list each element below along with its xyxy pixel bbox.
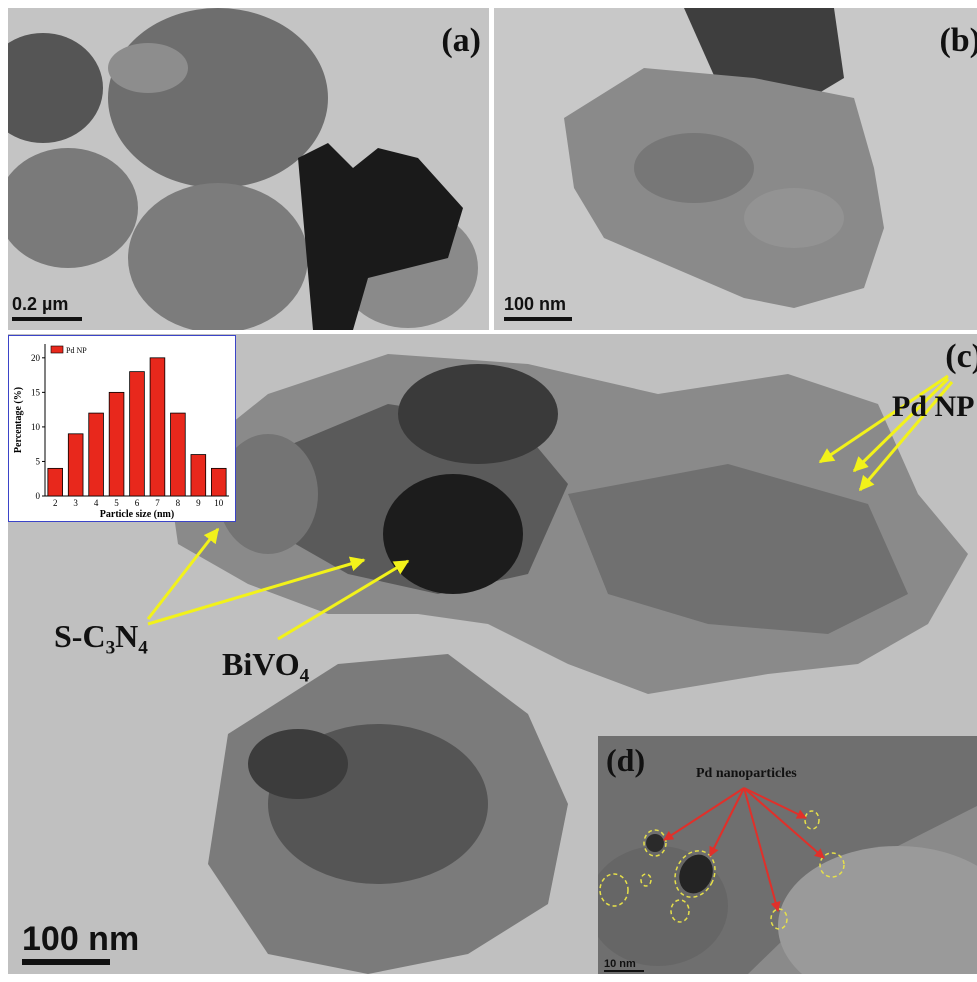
bar-7 xyxy=(149,357,166,497)
scale-bar-c: 100 nm xyxy=(22,920,139,965)
np-circle-5 xyxy=(670,899,690,923)
label-bivo4-sub: 4 xyxy=(299,665,310,687)
tem-image-c xyxy=(8,334,977,974)
np-circle-6 xyxy=(770,908,788,930)
y-axis-label: Percentage (%) xyxy=(13,387,24,453)
y-tick-label-0: 0 xyxy=(36,491,41,501)
particle-size-histogram: 0 5 10 15 20 2 3 4 5 6 7 8 9 10 Particle size (nm) Perc… xyxy=(8,335,236,522)
bar-6 xyxy=(129,371,145,497)
panel-label-d: (d) xyxy=(606,742,646,778)
tem-image-a xyxy=(8,8,489,330)
np-circle-8 xyxy=(819,852,845,878)
scale-bar-b-line xyxy=(504,317,572,321)
bar-5 xyxy=(108,391,125,497)
label-pd-nanoparticles: Pd nanoparticles xyxy=(696,766,797,781)
bar-3 xyxy=(67,433,84,497)
x-tick-label-4: 6 xyxy=(135,498,140,508)
red-arrow-2 xyxy=(709,787,745,857)
red-arrow-5 xyxy=(743,787,825,859)
red-arrow-4 xyxy=(743,787,807,819)
scale-bar-d-line xyxy=(604,970,644,972)
scale-bar-a-label: 0.2 µm xyxy=(12,294,69,314)
np-circle-4 xyxy=(640,873,652,887)
panel-a: (a) 0.2 µm xyxy=(8,8,489,330)
panel-label-c: (c) xyxy=(945,338,977,375)
arrow-pd-3 xyxy=(858,381,954,492)
annotation-arrows xyxy=(146,374,954,641)
label-s-c3n4-sub2: 4 xyxy=(138,637,148,659)
arrow-pd-1 xyxy=(818,374,949,464)
y-tick-label-4: 20 xyxy=(31,353,41,363)
label-s-c3n4-a: S-C xyxy=(54,618,106,654)
bar-10 xyxy=(211,467,227,497)
np-circle-7 xyxy=(804,810,820,830)
label-s-c3n4-b: N xyxy=(115,618,139,654)
panel-label-b: (b) xyxy=(939,22,977,59)
x-tick-label-7: 9 xyxy=(196,498,201,508)
label-bivo4-base: BiVO xyxy=(222,646,300,682)
x-axis-label: Particle size (nm) xyxy=(100,509,174,520)
x-tick-label-1: 3 xyxy=(73,498,78,508)
x-tick-label-0: 2 xyxy=(53,498,58,508)
bar-2 xyxy=(47,467,63,497)
y-tick-label-2: 10 xyxy=(31,422,41,432)
scale-bar-c-line xyxy=(22,959,110,965)
tem-image-b xyxy=(494,8,977,330)
y-tick-label-3: 15 xyxy=(31,387,41,397)
scale-bar-b: 100 nm xyxy=(504,294,572,321)
panel-d: (d) Pd nanoparticles 10 nm xyxy=(598,736,977,974)
np-circle-1 xyxy=(643,829,667,857)
np-circle-2 xyxy=(674,850,716,898)
panel-b: (b) 100 nm xyxy=(494,8,977,330)
bar-4 xyxy=(88,412,104,497)
legend-label: Pd NP xyxy=(66,346,87,355)
histogram-svg: 0 5 10 15 20 2 3 4 5 6 7 8 9 10 Particle size (nm) Perc… xyxy=(13,344,229,520)
scale-bar-c-label: 100 nm xyxy=(22,920,140,958)
hrtem-image-d xyxy=(598,736,977,974)
arrow-sc3n4-1 xyxy=(146,527,220,620)
x-tick-label-5: 7 xyxy=(155,498,160,508)
red-arrow-3 xyxy=(743,787,781,912)
legend-swatch xyxy=(50,345,64,354)
scale-bar-a: 0.2 µm xyxy=(12,294,82,321)
y-tick-label-1: 5 xyxy=(36,456,41,466)
arrow-sc3n4-2 xyxy=(147,556,366,626)
x-tick-label-3: 5 xyxy=(114,498,119,508)
label-pd-np: Pd NP xyxy=(892,390,975,423)
scale-bar-b-label: 100 nm xyxy=(504,294,567,314)
bar-9 xyxy=(190,454,207,497)
x-tick-label-8: 10 xyxy=(214,498,224,508)
np-circle-3 xyxy=(599,873,629,907)
nanoparticle-markers xyxy=(599,787,845,930)
label-s-c3n4-sub1: 3 xyxy=(105,637,116,659)
x-tick-label-6: 8 xyxy=(176,498,181,508)
x-tick-label-2: 4 xyxy=(94,498,99,508)
bar-8 xyxy=(170,412,186,497)
scale-bar-a-line xyxy=(12,317,82,321)
label-s-c3n4: S-C3N4 xyxy=(54,618,148,660)
arrow-bivo4 xyxy=(277,559,410,641)
scale-bar-d-label: 10 nm xyxy=(604,958,636,970)
label-bivo4: BiVO4 xyxy=(222,646,309,688)
arrow-pd-2 xyxy=(852,377,950,473)
scale-bar-d: 10 nm xyxy=(604,958,644,972)
panel-label-a: (a) xyxy=(441,22,481,59)
red-arrow-1 xyxy=(663,787,745,841)
